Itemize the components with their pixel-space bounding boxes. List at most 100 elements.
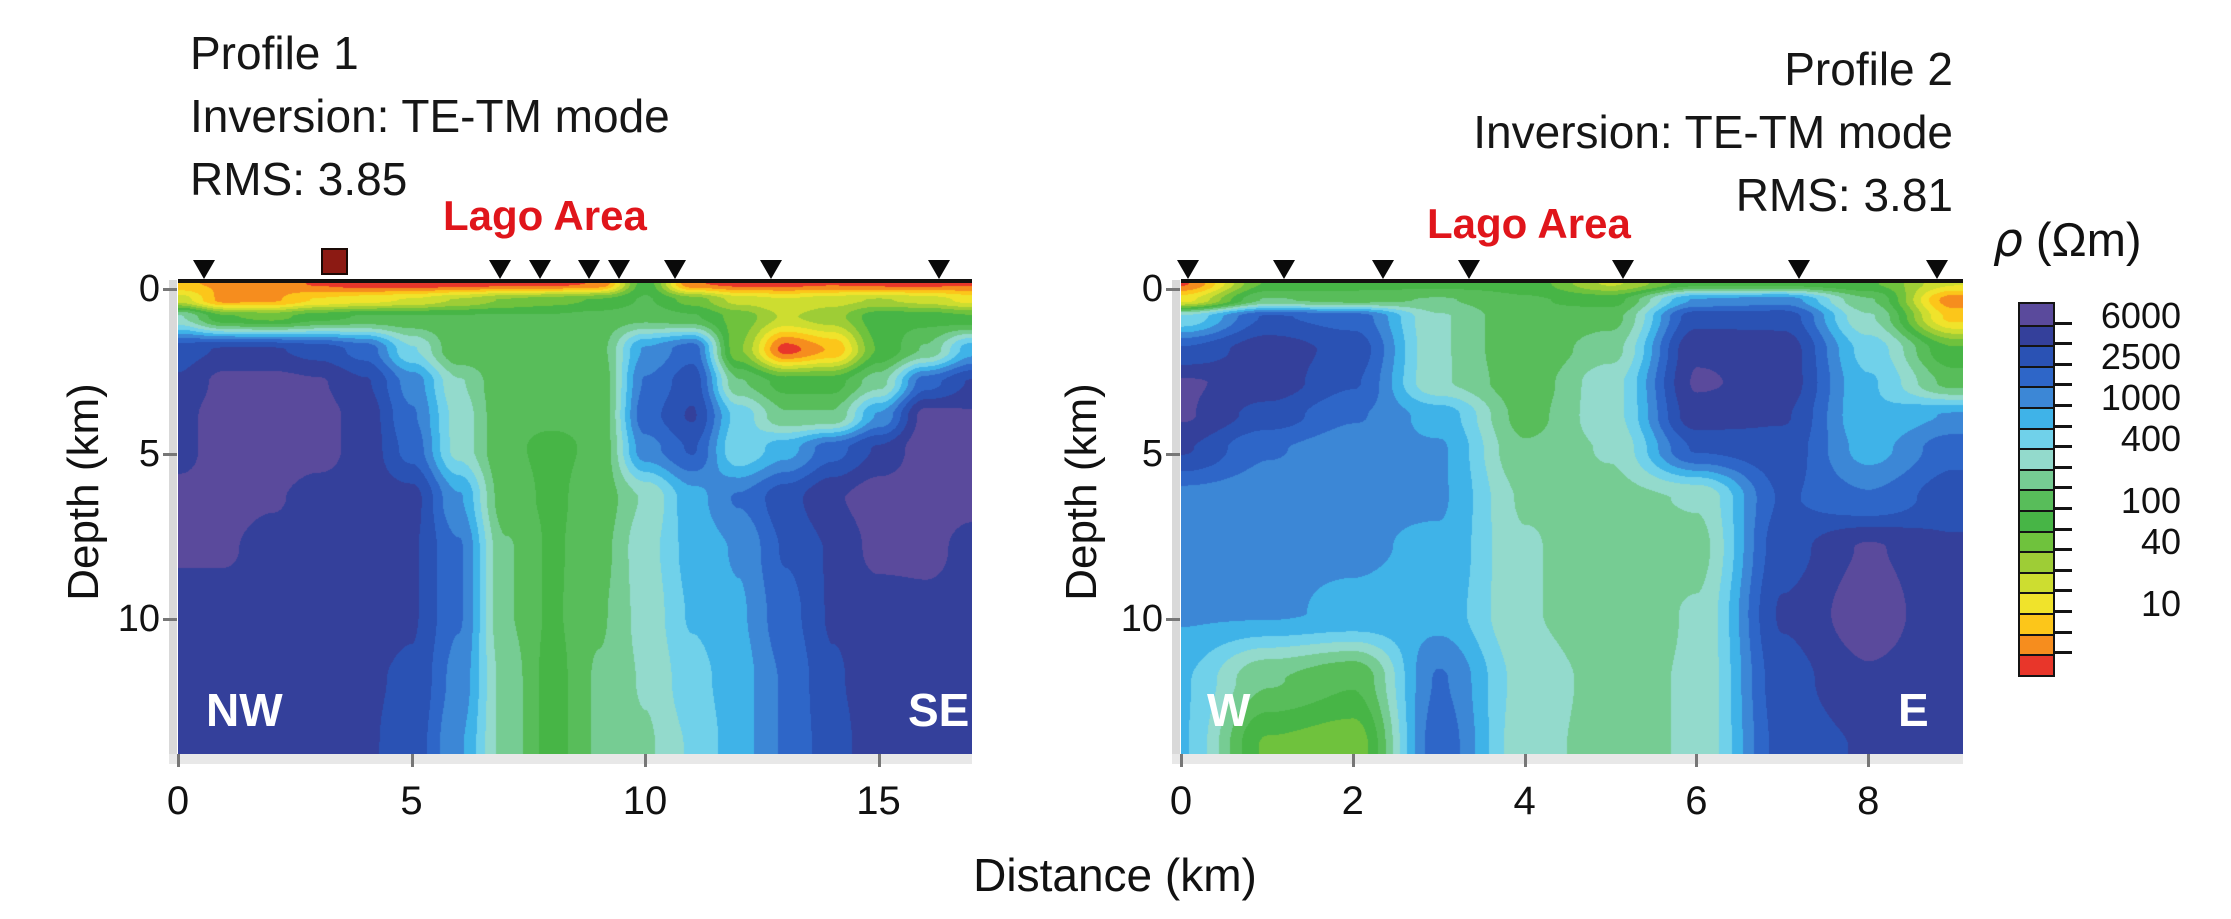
profile2-x-tick-label: 8: [1857, 779, 1880, 823]
profile1-station-square-icon: [321, 248, 349, 275]
colorbar-tick-label: 40: [2140, 521, 2181, 563]
profile1-station-marker-icon: [192, 260, 215, 279]
colorbar-cell: [2020, 365, 2053, 387]
colorbar-tick: [2055, 383, 2072, 387]
colorbar-tick: [2055, 548, 2072, 552]
profile1-x-tick: [177, 754, 180, 767]
profile1-y-tick-label: 0: [138, 268, 160, 310]
profile2-y-tick: [1166, 453, 1180, 456]
profile2-y-tick-label: 10: [1120, 598, 1163, 640]
colorbar-cell: [2020, 571, 2053, 593]
profile2-resistivity-section: [1181, 283, 1963, 754]
profile1-x-tick: [877, 754, 881, 767]
profile2-y-tick-label: 5: [1141, 433, 1163, 475]
profile2-x-tick: [1180, 754, 1183, 767]
colorbar: 6000 2500 1000 400 100 40 10: [2018, 296, 2231, 683]
colorbar-tick: [2055, 610, 2072, 613]
profile1-y-tick: [163, 453, 177, 456]
profile2-station-marker-icon: [1457, 260, 1480, 279]
colorbar-cell: [2020, 324, 2053, 346]
colorbar-cell: [2020, 612, 2053, 634]
colorbar-title: ρ (Ωm): [1993, 212, 2142, 268]
profile1-x-tick: [410, 754, 414, 767]
profile2-x-tick-label: 4: [1513, 779, 1536, 823]
profile1-surface-line: [178, 279, 972, 283]
colorbar-tick: [2055, 651, 2072, 655]
profile1-station-marker-icon: [489, 260, 512, 279]
profile2-x-tick-label: 0: [1169, 779, 1193, 823]
colorbar-tick: [2055, 424, 2072, 428]
profile1-inversion-mode: Inversion: TE-TM mode: [190, 90, 670, 142]
profile1-lago-area-label: Lago Area: [443, 192, 647, 239]
colorbar-tick: [2055, 342, 2072, 346]
colorbar-tick: [2055, 630, 2072, 634]
profile2-header: Profile 2 Inversion: TE-TM mode RMS: 3.81: [1473, 38, 1953, 227]
colorbar-cell: [2020, 468, 2053, 490]
profile2-surface-line: [1181, 279, 1963, 283]
profile1-y-tick: [163, 288, 177, 291]
rho-symbol: ρ: [1993, 213, 2023, 268]
profile2-station-marker-icon: [1176, 260, 1199, 279]
profile1-x-axis-line: [169, 754, 972, 764]
profile1-station-marker-icon: [608, 260, 631, 279]
profile2-x-tick: [1523, 754, 1527, 767]
colorbar-tick: [2055, 404, 2072, 407]
colorbar-cell: [2020, 530, 2053, 552]
profile2-x-axis-line: [1172, 754, 1963, 764]
colorbar-tick: [2055, 589, 2072, 593]
profile1-x-tick-label: 15: [856, 779, 901, 823]
profile1-header: Profile 1 Inversion: TE-TM mode RMS: 3.85: [190, 22, 670, 211]
colorbar-cell: [2020, 386, 2053, 407]
profile1-station-marker-icon: [760, 260, 783, 279]
colorbar-cell: [2020, 654, 2053, 675]
colorbar-tick: [2055, 445, 2072, 449]
profile1-x-tick-label: 10: [622, 779, 668, 823]
profile1-y-tick-label: 5: [138, 433, 160, 475]
profile2-y-tick: [1166, 618, 1180, 621]
profile2-station-marker-icon: [1371, 260, 1394, 279]
profile1-title: Profile 1: [190, 27, 359, 79]
profile1-x-tick: [644, 754, 647, 767]
colorbar-tick: [2055, 362, 2072, 366]
colorbar-tick: [2055, 465, 2072, 469]
profile2-x-tick-label: 2: [1341, 779, 1364, 823]
profile2-y-tick-label: 0: [1141, 268, 1163, 310]
profile2-x-tick: [1867, 754, 1871, 767]
profile1-corner-nw: NW: [206, 684, 283, 736]
colorbar-tick-label: 100: [2120, 480, 2181, 521]
profile2-title: Profile 2: [1784, 43, 1953, 95]
colorbar-cell: [2020, 551, 2053, 572]
colorbar-cell: [2020, 345, 2053, 366]
colorbar-cell: [2020, 633, 2053, 655]
colorbar-tick-label: 10: [2140, 583, 2181, 624]
profile2-lago-area-label: Lago Area: [1427, 200, 1631, 247]
profile1-x-tick-label: 5: [400, 779, 423, 823]
profile1-station-marker-icon: [664, 260, 687, 279]
profile2-corner-e: E: [1898, 684, 1929, 736]
profile2-x-tick: [1351, 754, 1355, 767]
profile2-corner-w: W: [1207, 684, 1251, 736]
colorbar-scale: [2018, 302, 2055, 677]
profile1-station-marker-icon: [577, 260, 600, 279]
colorbar-tick-label: 1000: [2100, 377, 2181, 418]
profile1-y-tick: [163, 618, 177, 621]
profile1-rms: RMS: 3.85: [190, 153, 408, 205]
profile2-station-marker-icon: [1788, 260, 1811, 279]
profile2-station-marker-icon: [1612, 260, 1635, 279]
colorbar-tick-label: 400: [2120, 418, 2181, 460]
colorbar-tick-label: 2500: [2100, 335, 2181, 377]
colorbar-tick-label: 6000: [2100, 294, 2181, 336]
colorbar-unit: (Ωm): [2022, 213, 2142, 266]
colorbar-cell: [2020, 489, 2053, 510]
profile2-y-axis-line: [1172, 280, 1180, 764]
colorbar-cell: [2020, 592, 2053, 613]
colorbar-cell: [2020, 509, 2053, 531]
profile2-x-tick: [1695, 754, 1699, 767]
profile1-resistivity-section: [178, 283, 972, 754]
profile2-station-marker-icon: [1925, 260, 1948, 279]
colorbar-tick: [2055, 507, 2072, 510]
colorbar-cell: [2020, 406, 2053, 428]
profile2-station-marker-icon: [1273, 260, 1296, 279]
colorbar-tick: [2055, 486, 2072, 490]
